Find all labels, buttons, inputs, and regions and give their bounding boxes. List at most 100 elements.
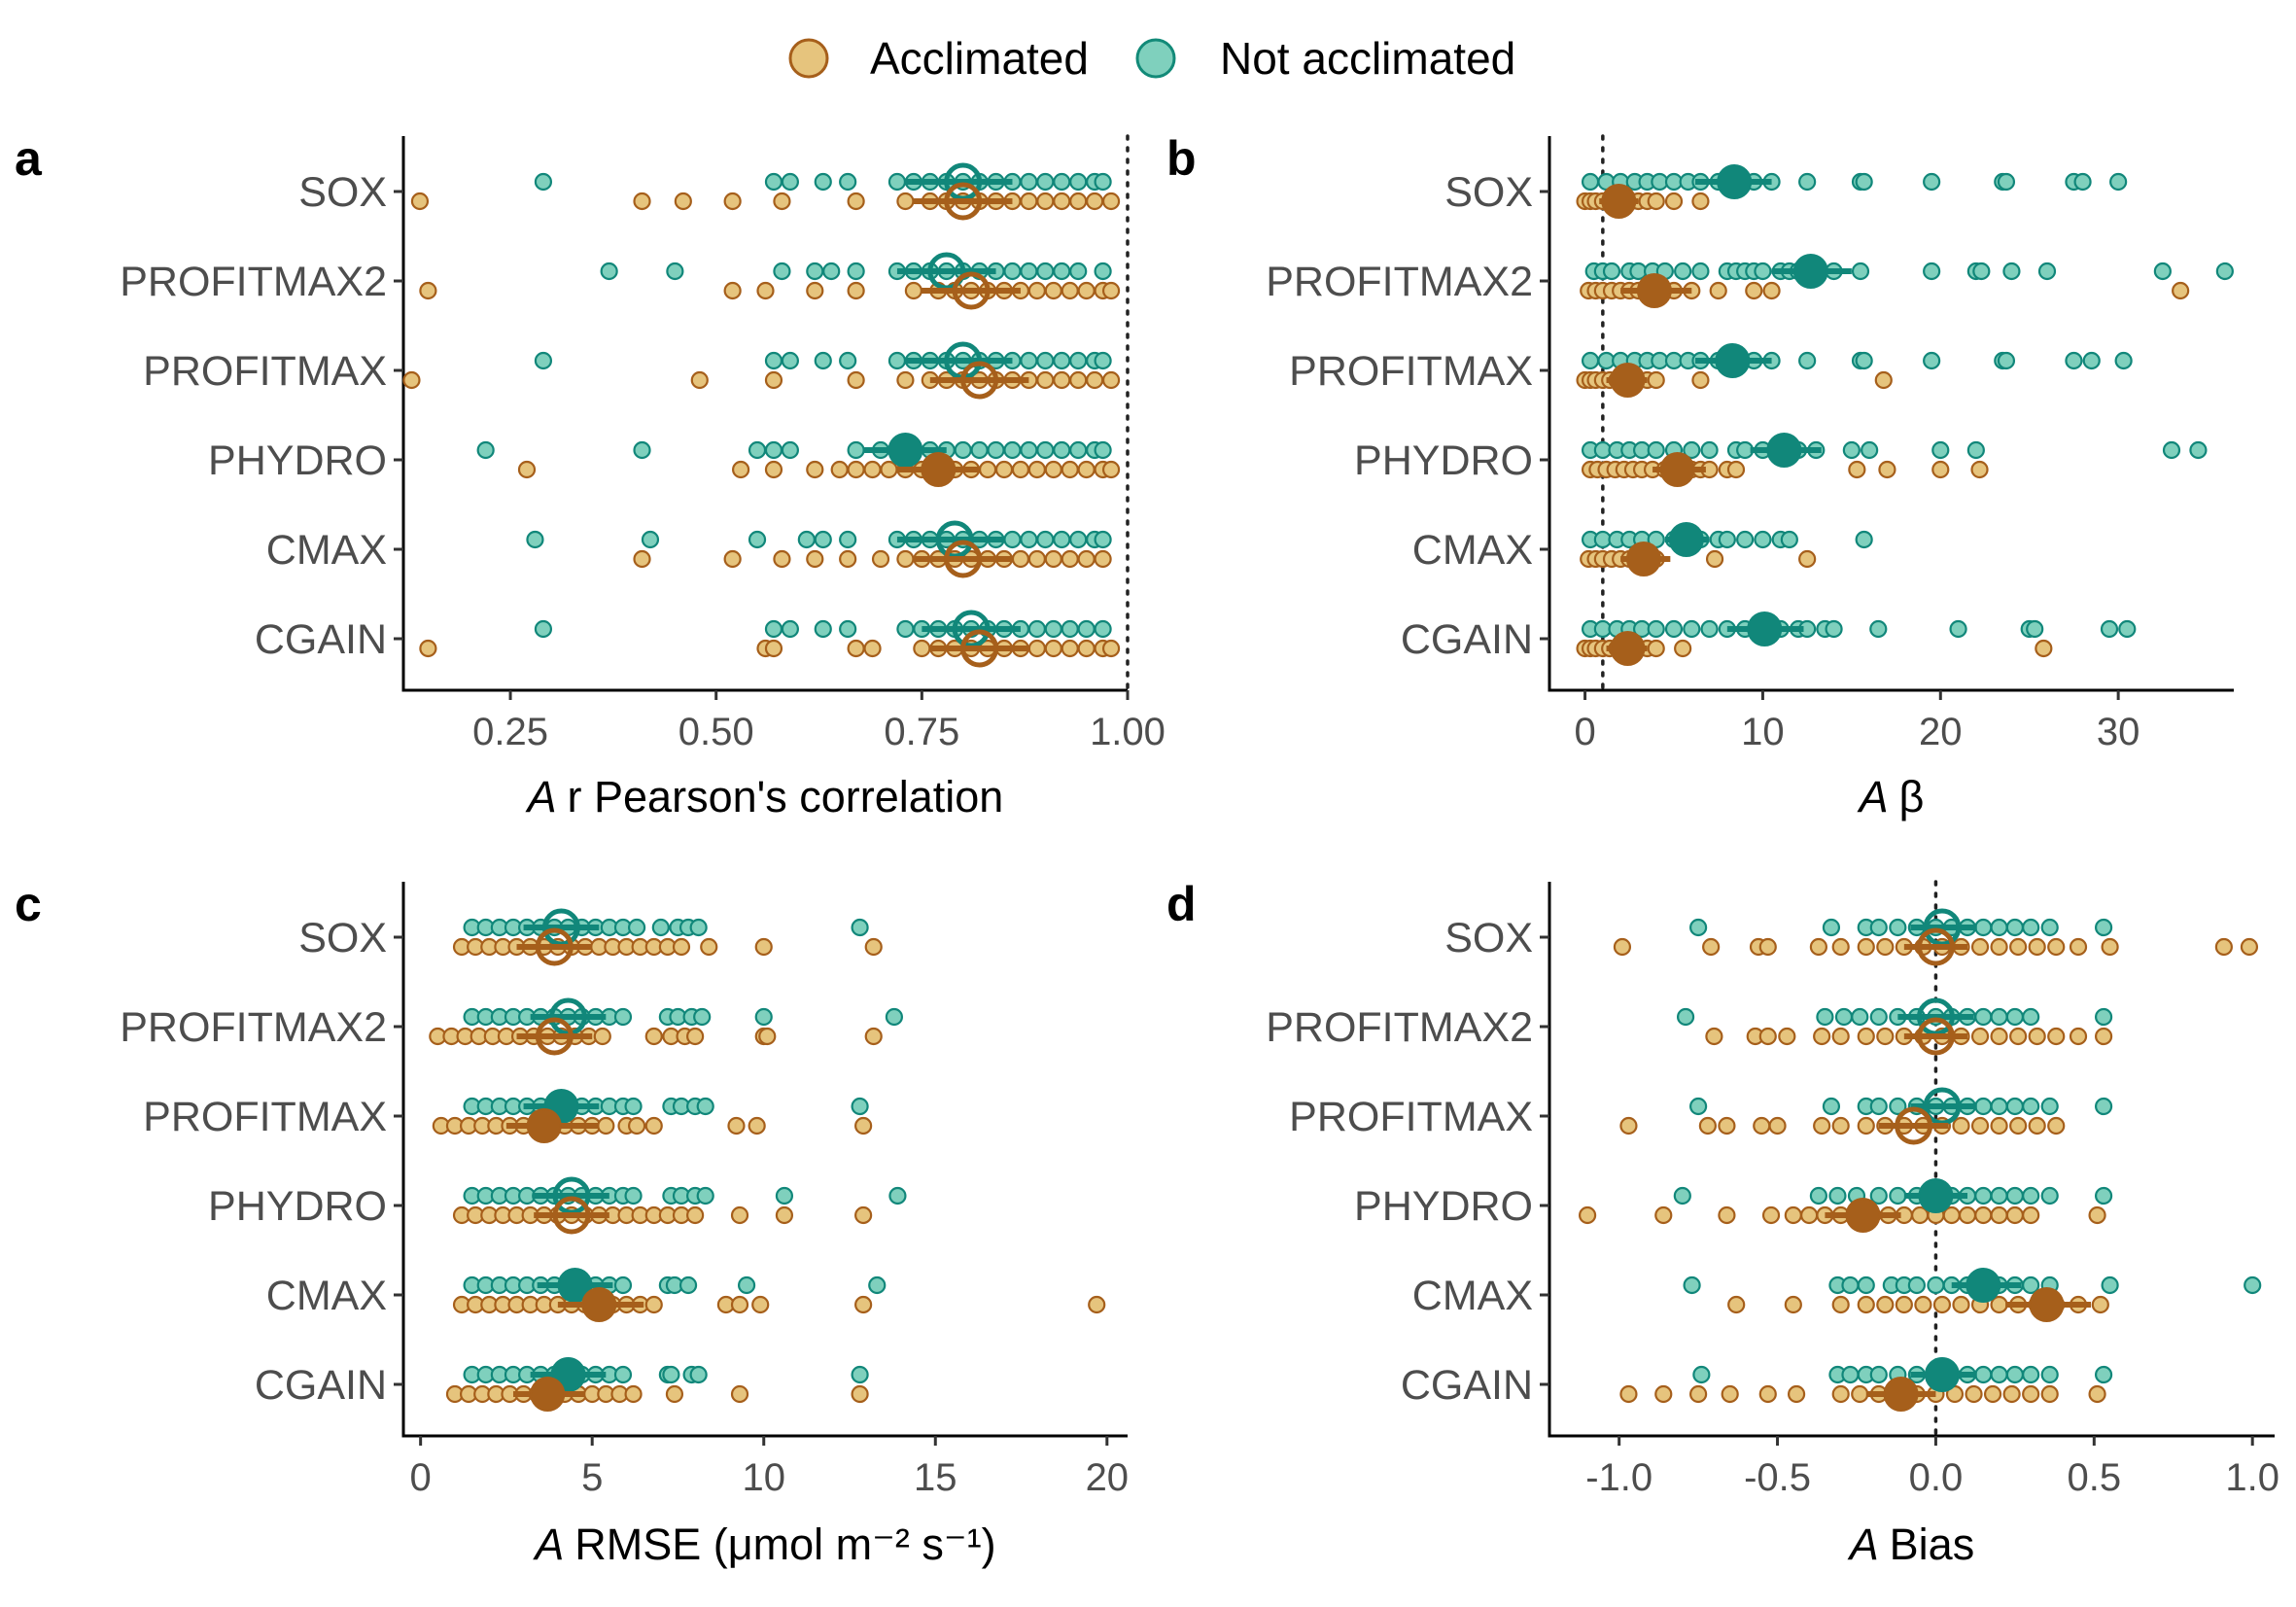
point-acclimated <box>1088 1295 1106 1314</box>
point-not-acclimated <box>624 1186 643 1205</box>
point-acclimated <box>978 460 997 479</box>
point-acclimated <box>2091 1295 2109 1314</box>
point-acclimated <box>1990 1116 2008 1135</box>
mean-marker-acclimated <box>960 361 999 400</box>
point-acclimated <box>1831 1295 1850 1314</box>
panel-label: d <box>1166 877 1197 931</box>
point-acclimated <box>1044 549 1062 569</box>
point-acclimated <box>1578 1205 1597 1225</box>
point-acclimated <box>1647 192 1665 211</box>
point-not-acclimated <box>1927 1275 1945 1295</box>
point-not-acclimated <box>1889 918 1907 937</box>
panel-b: b SOX PROFITMAX2 PROFITMAX PHYDRO CMAX CGAIN 0 1… <box>1166 131 2234 821</box>
point-acclimated <box>1990 937 2008 957</box>
point-not-acclimated <box>1094 351 1112 370</box>
y-tick-label: PROFITMAX2 <box>120 1004 387 1051</box>
point-not-acclimated <box>896 619 915 639</box>
point-not-acclimated <box>1027 619 1046 639</box>
point-not-acclimated <box>1855 530 1873 549</box>
point-not-acclimated <box>781 440 799 460</box>
point-not-acclimated <box>1020 440 1038 460</box>
point-not-acclimated <box>1974 1097 1993 1116</box>
point-not-acclimated <box>2005 1186 2024 1205</box>
point-acclimated <box>1077 549 1096 569</box>
point-not-acclimated <box>2022 1186 2040 1205</box>
point-not-acclimated <box>696 1186 714 1205</box>
point-acclimated <box>1876 937 1895 957</box>
point-not-acclimated <box>1094 619 1112 639</box>
point-not-acclimated <box>1602 262 1621 281</box>
point-not-acclimated <box>847 262 865 281</box>
y-tick-label: CMAX <box>1412 527 1533 574</box>
panel-label: a <box>15 131 43 186</box>
point-acclimated <box>1718 1116 1736 1135</box>
point-not-acclimated <box>1889 1186 1907 1205</box>
x-axis-label: A RMSE (μmol m⁻² s⁻¹) <box>532 1520 995 1569</box>
point-acclimated <box>1848 460 1866 479</box>
point-acclimated <box>1878 460 1896 479</box>
y-tick-label: SOX <box>298 915 387 961</box>
x-axis-label-italic: A <box>1847 1520 1890 1569</box>
point-acclimated <box>2240 937 2259 957</box>
point-acclimated <box>1077 639 1096 658</box>
y-tick-label: PHYDRO <box>208 1183 387 1230</box>
point-not-acclimated <box>1851 1007 1869 1027</box>
point-not-acclimated <box>2215 262 2234 281</box>
mean-marker-acclimated <box>1916 1017 1955 1056</box>
point-acclimated <box>723 192 742 211</box>
point-not-acclimated <box>678 1275 698 1295</box>
point-not-acclimated <box>885 1007 904 1027</box>
point-acclimated <box>672 937 691 957</box>
point-acclimated <box>748 1116 766 1135</box>
point-not-acclimated <box>839 619 857 639</box>
point-not-acclimated <box>1907 1275 1926 1295</box>
point-not-acclimated <box>1841 1275 1860 1295</box>
point-not-acclimated <box>1691 262 1710 281</box>
point-acclimated <box>864 1027 883 1046</box>
point-acclimated <box>2028 937 2046 957</box>
point-not-acclimated <box>2005 1097 2024 1116</box>
point-not-acclimated <box>1809 1186 1827 1205</box>
x-tick-label: 10 <box>742 1456 785 1499</box>
point-acclimated <box>1613 937 1632 957</box>
point-acclimated <box>758 1027 777 1046</box>
point-acclimated <box>2002 1384 2021 1404</box>
point-not-acclimated <box>2026 619 2044 639</box>
point-not-acclimated <box>1647 619 1665 639</box>
point-not-acclimated <box>754 1007 773 1027</box>
point-acclimated <box>1020 192 1038 211</box>
point-not-acclimated <box>1736 530 1755 549</box>
point-not-acclimated <box>839 530 857 549</box>
point-not-acclimated <box>851 1365 869 1384</box>
point-not-acclimated <box>600 262 618 281</box>
point-acclimated <box>1027 460 1046 479</box>
point-acclimated <box>1965 1384 1983 1404</box>
x-axis-label: A β <box>1857 772 1925 821</box>
mean-marker-acclimated <box>960 629 999 668</box>
point-not-acclimated <box>954 440 972 460</box>
point-not-acclimated <box>662 1365 680 1384</box>
point-not-acclimated <box>1816 1007 1834 1027</box>
point-not-acclimated <box>1869 1007 1888 1027</box>
point-not-acclimated <box>887 172 907 192</box>
point-not-acclimated <box>1664 619 1684 639</box>
point-not-acclimated <box>534 619 553 639</box>
point-not-acclimated <box>1069 530 1088 549</box>
point-acclimated <box>847 460 865 479</box>
point-not-acclimated <box>2114 351 2133 370</box>
point-acclimated <box>727 1116 746 1135</box>
point-acclimated <box>1970 937 1990 957</box>
point-not-acclimated <box>1949 619 1967 639</box>
mean-marker-acclimated <box>2029 1287 2065 1322</box>
point-not-acclimated <box>847 440 865 460</box>
mean-marker-acclimated <box>535 1017 574 1056</box>
y-tick-label: PROFITMAX <box>1289 348 1533 395</box>
point-acclimated <box>2088 1205 2106 1225</box>
point-acclimated <box>1619 1116 1638 1135</box>
x-tick-label: 0.0 <box>1909 1456 1964 1499</box>
point-not-acclimated <box>1003 440 1022 460</box>
point-acclimated <box>1798 549 1817 569</box>
point-not-acclimated <box>1889 1097 1907 1116</box>
point-acclimated <box>1705 1027 1723 1046</box>
